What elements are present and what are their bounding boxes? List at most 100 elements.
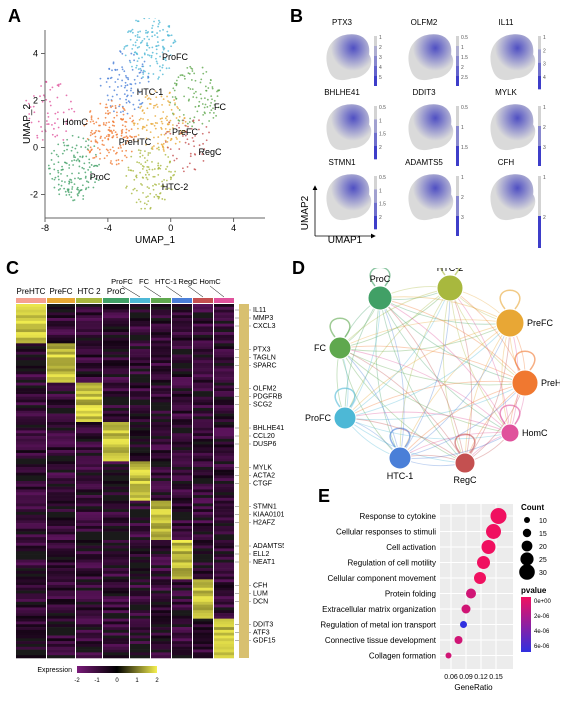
svg-text:CFH: CFH (498, 158, 515, 167)
svg-text:30: 30 (539, 570, 547, 577)
svg-text:1: 1 (461, 45, 464, 51)
svg-text:HTC-1: HTC-1 (155, 277, 177, 286)
svg-text:1: 1 (135, 678, 139, 684)
svg-text:DCN: DCN (253, 598, 268, 605)
svg-text:ProFC: ProFC (162, 52, 189, 62)
svg-text:DUSP6: DUSP6 (253, 441, 276, 448)
svg-text:PreFC: PreFC (527, 318, 554, 328)
svg-text:Extracellular matrix organizat: Extracellular matrix organization (322, 605, 436, 614)
svg-text:FC: FC (139, 277, 150, 286)
dot-plot: Response to cytokineCellular responses t… (296, 498, 562, 696)
panel-a: ProFCHTC-1FCHomCPreHTCPreFCRegCProCHTC-2… (20, 18, 280, 248)
svg-text:1: 1 (543, 175, 546, 181)
svg-text:2: 2 (543, 215, 546, 221)
svg-text:RegC: RegC (453, 475, 477, 485)
svg-text:HomC: HomC (522, 428, 548, 438)
svg-text:ProC: ProC (370, 274, 391, 284)
svg-text:1: 1 (379, 118, 382, 124)
svg-text:IL11: IL11 (499, 18, 515, 27)
svg-text:Cellular responses to stimuli: Cellular responses to stimuli (336, 528, 436, 537)
svg-text:0: 0 (33, 143, 38, 153)
svg-text:PDGFRB: PDGFRB (253, 394, 283, 401)
svg-text:6e-06: 6e-06 (534, 644, 550, 650)
svg-text:HomC: HomC (199, 277, 221, 286)
svg-text:ProC: ProC (107, 287, 125, 296)
svg-text:BHLHE41: BHLHE41 (253, 425, 284, 432)
svg-text:0.15: 0.15 (489, 674, 503, 681)
svg-text:PreFC: PreFC (172, 127, 199, 137)
svg-text:1.5: 1.5 (379, 202, 386, 208)
svg-text:0.06: 0.06 (444, 674, 458, 681)
svg-text:2: 2 (461, 65, 464, 71)
svg-text:Expression: Expression (37, 667, 72, 674)
svg-text:PreHTC: PreHTC (17, 287, 46, 296)
svg-text:2e-06: 2e-06 (534, 614, 550, 620)
svg-text:ProFC: ProFC (305, 413, 332, 423)
svg-text:DDIT3: DDIT3 (253, 622, 273, 629)
svg-text:2: 2 (379, 145, 382, 151)
svg-text:Connective tissue development: Connective tissue development (325, 636, 437, 645)
svg-text:Cell activation: Cell activation (386, 543, 436, 552)
svg-text:1.5: 1.5 (461, 55, 468, 61)
svg-text:GeneRatio: GeneRatio (454, 683, 493, 692)
svg-text:ProFC: ProFC (111, 277, 133, 286)
svg-text:4: 4 (379, 65, 382, 71)
svg-text:PTX3: PTX3 (253, 346, 271, 353)
svg-text:0e+00: 0e+00 (534, 599, 552, 605)
svg-text:0.5: 0.5 (379, 105, 386, 111)
svg-text:0: 0 (115, 678, 119, 684)
svg-text:3: 3 (379, 55, 382, 61)
svg-text:3: 3 (543, 62, 546, 68)
svg-text:RegC: RegC (198, 147, 222, 157)
svg-text:1: 1 (379, 35, 382, 41)
svg-text:1.5: 1.5 (461, 145, 468, 151)
svg-text:-1: -1 (94, 678, 100, 684)
svg-text:Collagen formation: Collagen formation (369, 652, 436, 661)
svg-text:SCG2: SCG2 (253, 402, 272, 409)
svg-text:3: 3 (461, 215, 464, 221)
svg-text:0.5: 0.5 (379, 175, 386, 181)
svg-text:NEAT1: NEAT1 (253, 559, 275, 566)
svg-text:H2AFZ: H2AFZ (253, 520, 276, 527)
svg-text:2: 2 (461, 195, 464, 201)
heatmap: PreHTCPreFCHTC 2ProCProFCFCHTC-1RegCHomC… (12, 276, 284, 686)
svg-text:ACTA2: ACTA2 (253, 472, 275, 479)
svg-text:MYLK: MYLK (495, 88, 517, 97)
svg-text:-8: -8 (41, 223, 49, 233)
svg-text:0.5: 0.5 (461, 105, 468, 111)
svg-text:2: 2 (379, 45, 382, 51)
svg-text:CTGF: CTGF (253, 480, 272, 487)
svg-text:ProC: ProC (90, 172, 111, 182)
b-x-axis: UMAP1 (328, 235, 363, 246)
svg-text:FC: FC (214, 102, 226, 112)
svg-text:0.12: 0.12 (474, 674, 488, 681)
x-axis-label: UMAP_1 (135, 235, 175, 246)
svg-text:1: 1 (379, 188, 382, 194)
svg-text:MYLK: MYLK (253, 464, 272, 471)
svg-text:Regulation of metal ion transp: Regulation of metal ion transport (320, 621, 436, 630)
svg-text:0.5: 0.5 (461, 35, 468, 41)
svg-text:STMN1: STMN1 (328, 158, 356, 167)
svg-text:DDIT3: DDIT3 (412, 88, 436, 97)
umap-scatter: ProFCHTC-1FCHomCPreHTCPreFCRegCProCHTC-2… (20, 18, 280, 248)
svg-text:OLFM2: OLFM2 (411, 18, 438, 27)
svg-text:HTC-2: HTC-2 (437, 268, 464, 273)
svg-text:1: 1 (543, 35, 546, 41)
svg-text:PreHTC: PreHTC (119, 137, 152, 147)
svg-text:HTC-2: HTC-2 (162, 182, 189, 192)
svg-text:Protein folding: Protein folding (385, 590, 436, 599)
svg-text:Count: Count (521, 503, 544, 512)
svg-text:10: 10 (539, 518, 547, 525)
svg-text:3: 3 (543, 145, 546, 151)
svg-text:SPARC: SPARC (253, 362, 277, 369)
network-graph: ProCHTC-2PreFCFCPreHTCProFCHomCHTC-1RegC (300, 268, 560, 488)
svg-text:2.5: 2.5 (461, 75, 468, 81)
svg-text:Regulation of cell motility: Regulation of cell motility (348, 559, 436, 568)
svg-text:OLFM2: OLFM2 (253, 386, 276, 393)
svg-text:IL11: IL11 (253, 307, 266, 314)
svg-text:FC: FC (314, 343, 326, 353)
panel-c: PreHTCPreFCHTC 2ProCProFCFCHTC-1RegCHomC… (12, 276, 284, 686)
panel-e: Response to cytokineCellular responses t… (296, 498, 562, 696)
svg-text:GDF15: GDF15 (253, 638, 276, 645)
svg-text:-2: -2 (74, 678, 80, 684)
